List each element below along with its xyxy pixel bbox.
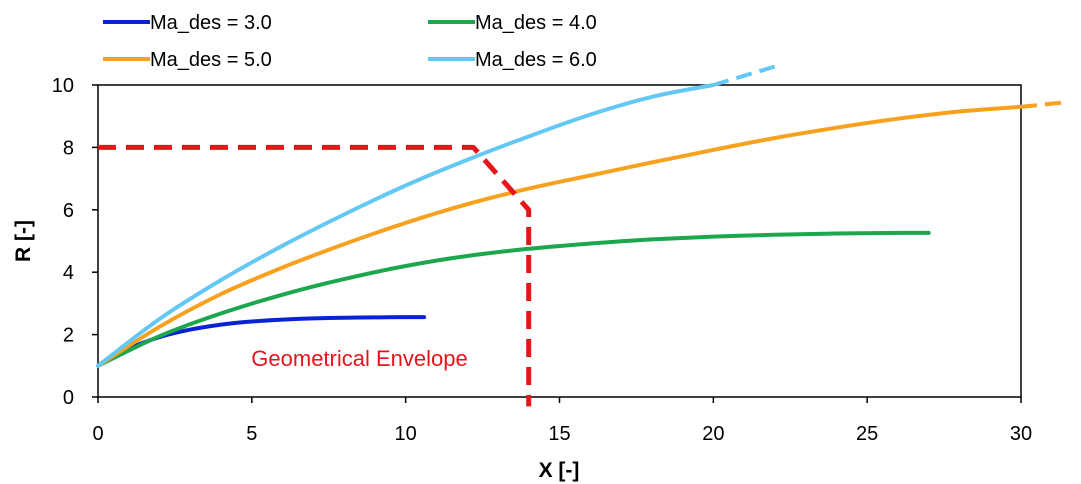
x-tick-label: 20 [702,423,724,445]
y-tick-label: 8 [63,137,74,159]
geometrical-envelope-label: Geometrical Envelope [251,346,467,371]
x-tick-label: 15 [548,423,570,445]
series-ma-5-line [96,104,1023,368]
legend: Ma_des = 3.0 Ma_des = 4.0 Ma_des = 5.0 M… [103,12,597,71]
plot-area [97,84,1022,398]
x-tick-label: 10 [395,423,417,445]
y-tick-label: 2 [63,325,74,347]
series-layer [96,62,1068,368]
legend-item: Ma_des = 3.0 [103,12,272,34]
x-tick-label: 5 [246,423,257,445]
series-ma-6-line [96,83,716,368]
x-tick-label: 0 [92,423,103,445]
legend-label-ma-4: Ma_des = 4.0 [475,12,597,34]
x-axis-title: X [-] [539,459,580,482]
axis-ticks: 0 5 10 15 20 25 30 0 2 4 6 8 10 [52,75,1032,445]
legend-label-ma-3: Ma_des = 3.0 [150,12,272,34]
x-tick-label: 30 [1010,423,1032,445]
y-tick-label: 10 [52,75,74,97]
annotation-layer: Geometrical Envelope [98,144,532,407]
legend-label-ma-5: Ma_des = 5.0 [150,49,272,71]
legend-item: Ma_des = 5.0 [103,49,272,71]
series-ma-6-dashed-extension [712,62,782,87]
y-tick-label: 4 [63,262,74,284]
y-tick-label: 6 [63,200,74,222]
legend-label-ma-6: Ma_des = 6.0 [475,49,597,71]
legend-item: Ma_des = 6.0 [428,49,597,71]
y-axis-title: R [-] [12,220,35,262]
legend-item: Ma_des = 4.0 [428,12,597,34]
y-tick-label: 0 [63,387,74,409]
series-ma-4-line [96,230,931,368]
x-tick-label: 25 [856,423,878,445]
series-ma-5-dashed-extension [1020,100,1068,109]
